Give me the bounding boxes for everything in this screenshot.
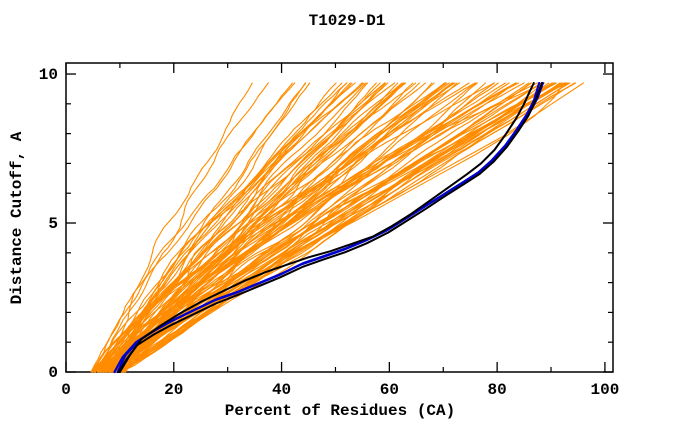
prediction-curve [116, 82, 306, 373]
prediction-curve [105, 82, 253, 373]
prediction-curve [102, 82, 405, 373]
prediction-curve [116, 82, 577, 373]
y-tick-label: 0 [48, 364, 58, 382]
prediction-curve [110, 82, 353, 373]
model-blue-2 [116, 81, 545, 374]
prediction-curve [97, 82, 453, 373]
prediction-curve [94, 82, 538, 373]
model-black-1 [118, 82, 535, 373]
prediction-curve [118, 82, 479, 373]
prediction-curve [108, 82, 343, 373]
prediction-curve-outlier [103, 82, 566, 373]
x-tick-label: 20 [164, 381, 183, 399]
x-tick-label: 0 [61, 381, 71, 399]
prediction-curve [105, 82, 532, 373]
prediction-curve [90, 82, 296, 373]
x-tick-label: 40 [272, 381, 291, 399]
prediction-curve [99, 82, 269, 373]
x-tick-label: 100 [591, 381, 620, 399]
prediction-curve [121, 82, 553, 373]
y-axis-label: Distance Cutoff, A [8, 131, 26, 305]
model-black-2 [117, 82, 543, 373]
prediction-curve [102, 82, 426, 373]
x-tick-label: 60 [380, 381, 399, 399]
prediction-curve [116, 82, 567, 373]
y-tick-label: 5 [48, 215, 58, 233]
x-tick-label: 80 [488, 381, 507, 399]
prediction-curve [120, 82, 561, 373]
prediction-curve [91, 82, 495, 373]
chart-title: T1029-D1 [308, 12, 386, 30]
prediction-curve [121, 82, 369, 373]
prediction-curve [119, 82, 311, 373]
prediction-curve [100, 82, 367, 373]
x-axis-label: Percent of Residues (CA) [224, 402, 456, 420]
prediction-curve [109, 82, 337, 373]
plot-border [65, 62, 614, 373]
y-tick-label: 10 [39, 66, 58, 84]
prediction-curve [113, 82, 403, 373]
prediction-curve [118, 82, 460, 373]
prediction-curve [94, 82, 294, 373]
